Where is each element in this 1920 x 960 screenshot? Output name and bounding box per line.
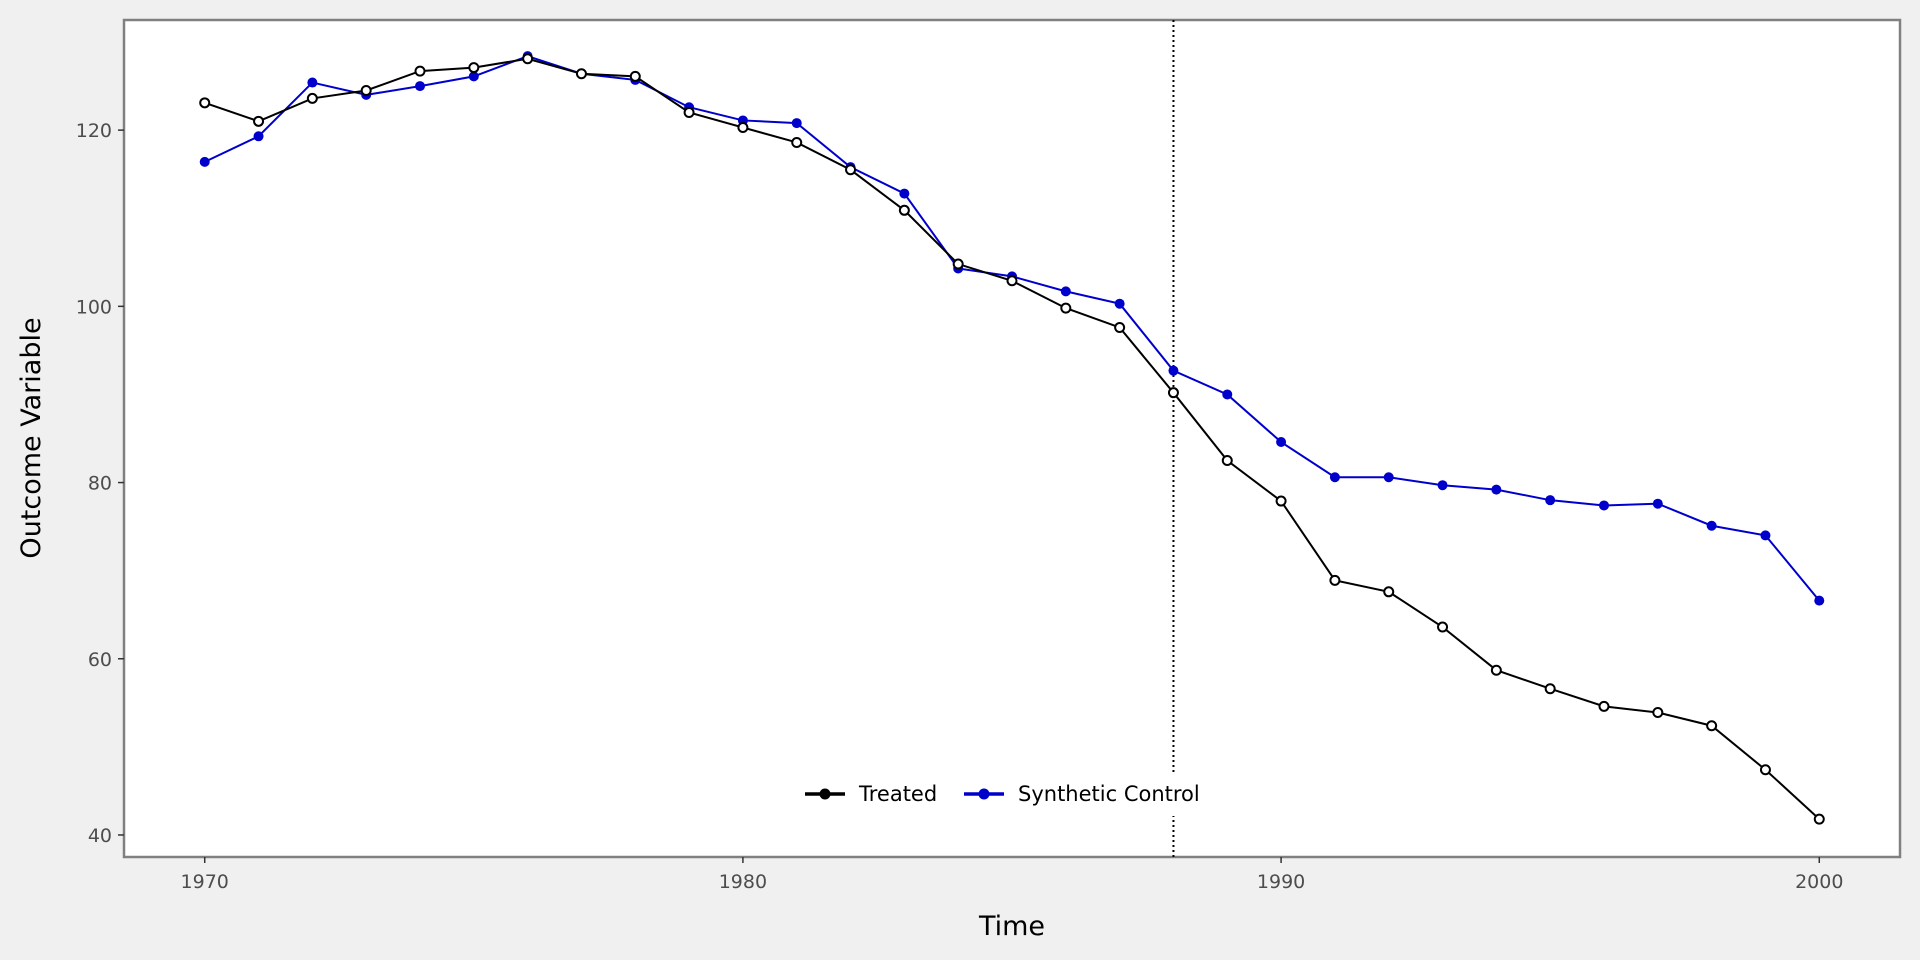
treated-point <box>1437 621 1449 633</box>
treated-point <box>253 115 265 127</box>
treated-point <box>1329 574 1341 586</box>
legend-synthetic-label: Synthetic Control <box>1018 782 1200 806</box>
treated-point <box>360 84 372 96</box>
synthetic-control-point <box>1652 498 1663 509</box>
synthetic-control-point <box>1168 365 1179 376</box>
treated-point <box>1652 707 1664 719</box>
treated-point <box>1275 495 1287 507</box>
y-axis-label: Outcome Variable <box>16 317 47 558</box>
treated-point <box>468 62 480 74</box>
legend-treated-marker <box>819 788 831 800</box>
treated-point <box>1813 813 1825 825</box>
synthetic-control-point <box>1814 595 1825 606</box>
treated-point <box>1060 302 1072 314</box>
y-tick-label: 120 <box>76 120 112 142</box>
x-axis-label: Time <box>978 911 1045 942</box>
synthetic-control-point <box>1437 480 1448 491</box>
synthetic-control-point <box>899 188 910 199</box>
legend: Treated Synthetic Control <box>795 772 1230 816</box>
treated-point <box>629 70 641 82</box>
y-tick-label: 100 <box>76 296 112 318</box>
treated-point <box>575 68 587 80</box>
y-tick-label: 40 <box>88 825 112 847</box>
treated-point <box>1490 664 1502 676</box>
treated-point <box>1114 321 1126 333</box>
synthetic-control-point <box>1760 530 1771 541</box>
treated-point <box>1544 683 1556 695</box>
treated-point <box>683 107 695 119</box>
treated-point <box>952 258 964 270</box>
treated-point <box>522 53 534 65</box>
synthetic-control-point <box>1276 437 1287 448</box>
synthetic-control-point <box>1706 520 1717 531</box>
synthetic-control-point <box>1383 472 1394 483</box>
treated-point <box>306 92 318 104</box>
treated-point <box>414 65 426 77</box>
treated-point <box>791 136 803 148</box>
x-tick-label: 1970 <box>181 871 229 893</box>
synthetic-control-point <box>1114 298 1125 309</box>
treated-point <box>737 121 749 133</box>
x-tick-label: 2000 <box>1795 871 1843 893</box>
legend-treated-label: Treated <box>858 782 937 806</box>
x-tick-label: 1980 <box>719 871 767 893</box>
synthetic-control-point <box>1545 495 1556 506</box>
synthetic-control-point <box>253 131 264 142</box>
treated-point <box>199 97 211 109</box>
legend-synthetic-marker <box>978 788 990 800</box>
synthetic-control-point <box>199 156 210 167</box>
treated-point <box>1006 275 1018 287</box>
treated-point <box>845 164 857 176</box>
synthetic-control-point <box>791 118 802 129</box>
synthetic-control-point <box>1599 500 1609 511</box>
treated-point <box>1598 700 1610 712</box>
treated-point <box>1383 586 1395 598</box>
synthetic-control-point <box>1222 389 1233 400</box>
synthetic-control-point <box>468 71 479 82</box>
synthetic-control-point <box>415 81 425 92</box>
y-tick-label: 80 <box>88 473 112 495</box>
treated-point <box>1759 764 1771 776</box>
synthetic-control-point <box>1329 472 1340 483</box>
y-tick-label: 60 <box>88 649 112 671</box>
synthetic-control-point <box>1060 286 1071 297</box>
treated-point <box>1706 720 1718 732</box>
treated-point <box>1167 387 1179 399</box>
treated-point <box>1221 455 1233 467</box>
plot-panel <box>122 18 1902 859</box>
synthetic-control-point <box>1491 484 1502 495</box>
x-tick-label: 1990 <box>1257 871 1305 893</box>
legend-background <box>795 772 1230 816</box>
treated-point <box>898 204 910 216</box>
synthetic-control-point <box>307 77 318 88</box>
